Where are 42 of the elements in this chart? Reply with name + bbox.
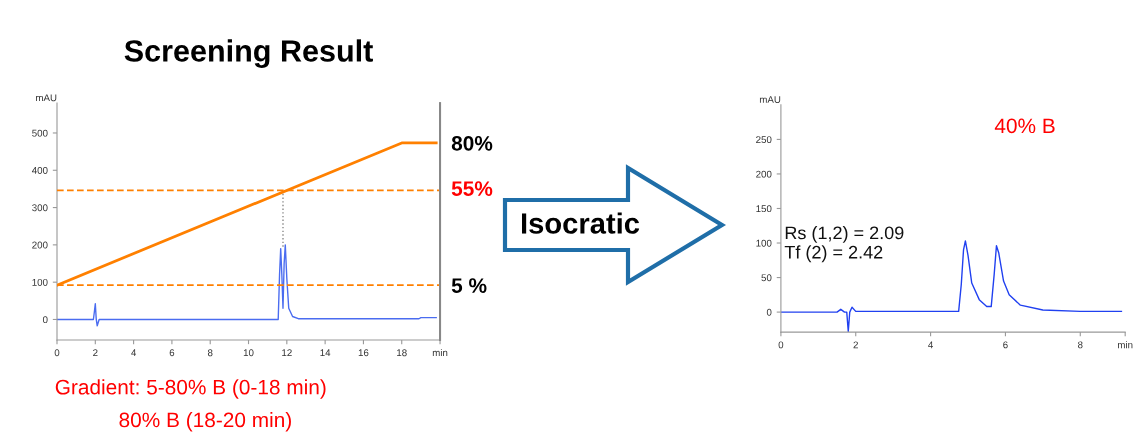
annotation: 40% B [994, 118, 1055, 134]
annotation: Tf (2) = 2.42 [784, 245, 883, 263]
y-tick-label: 0 [42, 316, 48, 324]
y-tick-label: 150 [756, 205, 772, 213]
y-tick-label: 400 [31, 167, 48, 174]
x-tick-label: 4 [928, 341, 934, 349]
x-tick-label: 8 [1077, 341, 1083, 349]
x-tick-label: 2 [93, 349, 98, 357]
x-tick-label: 4 [131, 349, 137, 357]
y-tick-label: 500 [32, 129, 48, 137]
y-tick-label: 50 [761, 274, 772, 282]
x-tick-label: 16 [358, 349, 369, 357]
x-tick-label: 0 [54, 349, 60, 357]
y-tick-label: 200 [756, 170, 772, 178]
text: Isocratic [521, 212, 640, 234]
y-tick-label: 250 [756, 136, 772, 144]
x-tick-label: 6 [169, 349, 175, 357]
x-tick-label: min [1117, 341, 1133, 349]
y-tick-label: 100 [32, 278, 48, 286]
x-tick-label: 10 [243, 349, 254, 357]
x-tick-label: 8 [207, 349, 213, 357]
line-series [57, 244, 437, 327]
y-axis-title: mAU [36, 94, 57, 102]
text: 80% B (18-20 min) [119, 411, 291, 432]
x-tick-label: min [432, 349, 448, 357]
y-tick-label: 200 [32, 241, 48, 249]
x-tick-label: 0 [778, 341, 784, 349]
x-tick-label: 14 [320, 349, 331, 357]
chart-title: Screening Result [124, 39, 373, 68]
annotation: Rs (1,2) = 2.09 [785, 225, 904, 243]
x-tick-label: 18 [397, 349, 407, 357]
x-tick-label: 2 [853, 341, 858, 349]
y-tick-label: 0 [766, 308, 772, 316]
text: Gradient: 5-80% B (0-18 min) [55, 379, 326, 399]
ref-line-label: 55% [451, 181, 493, 196]
y-tick-label: 300 [32, 204, 48, 212]
y-tick-label: 100 [756, 239, 772, 247]
x-tick-label: 6 [1003, 341, 1008, 349]
y2-tick-label: 5 % [451, 278, 487, 293]
y2-tick-label: 80% [451, 135, 493, 151]
y-axis-title: mAU [759, 96, 781, 103]
x-tick-label: 12 [282, 349, 292, 357]
